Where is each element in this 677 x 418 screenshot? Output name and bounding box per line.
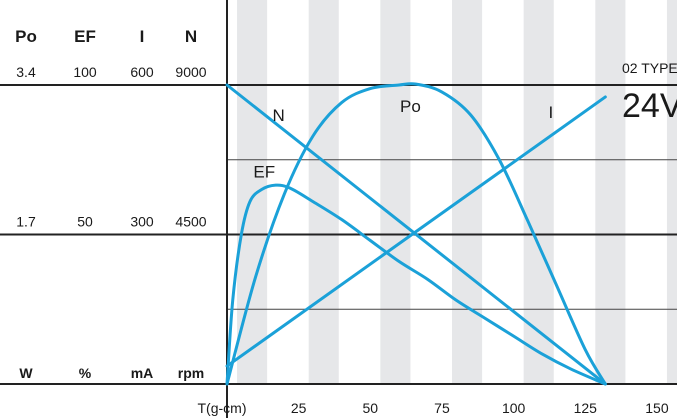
background-band <box>523 0 554 384</box>
scale-header: EF <box>74 27 96 46</box>
scale-mid-label: 50 <box>77 214 93 230</box>
scale-mid-label: 1.7 <box>16 214 36 230</box>
background-band <box>380 0 411 384</box>
scale-top-label: 9000 <box>175 64 206 80</box>
scale-unit-label: % <box>79 365 92 381</box>
series-line-n <box>225 83 607 386</box>
scale-top-label: 100 <box>73 64 97 80</box>
series-label-n: N <box>272 106 284 125</box>
background-bands <box>237 0 677 384</box>
scale-mid-label: 4500 <box>175 214 206 230</box>
series-layer <box>225 82 607 386</box>
x-tick-label: 50 <box>363 400 379 416</box>
scale-mid-label: 300 <box>130 214 154 230</box>
scale-unit-label: W <box>19 365 33 381</box>
background-band <box>666 0 677 384</box>
series-line-ef <box>225 183 607 386</box>
x-tick-label: 125 <box>574 400 598 416</box>
scale-header: I <box>140 27 145 46</box>
series-line-i <box>225 95 607 368</box>
background-band <box>452 0 483 384</box>
type-title: 02 TYPE <box>622 60 677 76</box>
scale-top-label: 600 <box>130 64 154 80</box>
scale-header: Po <box>15 27 37 46</box>
labels-layer: Po 3.4 1.7 W EF 100 50% I 600 300 mA N 9000 4500 rpm T(… <box>15 27 669 416</box>
voltage-label: 24V <box>622 87 677 125</box>
series-line-po <box>225 82 607 386</box>
background-band <box>308 0 339 384</box>
series-label-po: Po <box>400 97 421 116</box>
series-label-i: I <box>549 103 554 122</box>
scale-unit-label: mA <box>131 365 154 381</box>
x-tick-label: 150 <box>645 400 669 416</box>
x-axis-title: T(g-cm) <box>198 400 247 416</box>
series-label-ef: EF <box>253 163 275 182</box>
background-band <box>237 0 268 384</box>
background-band <box>595 0 626 384</box>
x-tick-label: 75 <box>434 400 450 416</box>
x-tick-label: 100 <box>502 400 526 416</box>
x-tick-label: 25 <box>291 400 307 416</box>
scale-unit-label: rpm <box>178 365 204 381</box>
scale-header: N <box>185 27 197 46</box>
scale-top-label: 3.4 <box>16 64 36 80</box>
